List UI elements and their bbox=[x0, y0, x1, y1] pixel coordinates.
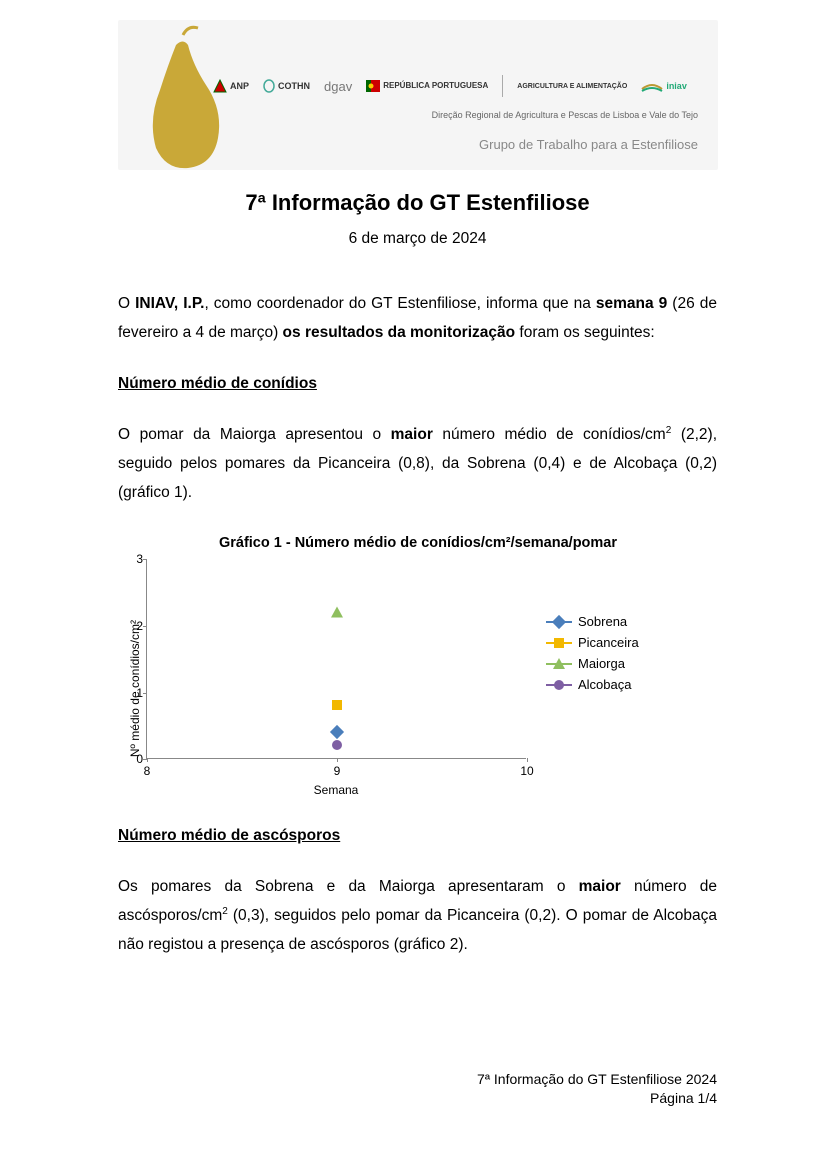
page-date: 6 de março de 2024 bbox=[118, 230, 717, 248]
logo-agri: AGRICULTURA E ALIMENTAÇÃO bbox=[517, 83, 627, 90]
chart1-ytick: 3 bbox=[125, 552, 143, 566]
intro-paragraph: O INIAV, I.P., como coordenador do GT Es… bbox=[118, 290, 717, 347]
page-title: 7ª Informação do GT Estenfiliose bbox=[118, 190, 717, 216]
logo-rp: REPÚBLICA PORTUGUESA bbox=[366, 80, 488, 92]
chart1-title: Gráfico 1 - Número médio de conídios/cm²… bbox=[128, 535, 708, 551]
section1-heading: Número médio de conídios bbox=[118, 375, 717, 393]
logo-iniav: iniav bbox=[641, 79, 687, 93]
logo-cothn: COTHN bbox=[263, 79, 310, 93]
chart1-point-picanceira bbox=[332, 700, 342, 710]
legend-item-maiorga: Maiorga bbox=[546, 656, 639, 671]
chart1-point-alcobaça bbox=[332, 740, 342, 750]
section1-paragraph: O pomar da Maiorga apresentou o maior nú… bbox=[118, 421, 717, 507]
logo-anp: ANP bbox=[213, 79, 249, 93]
footer-line1: 7ª Informação do GT Estenfiliose 2024 bbox=[477, 1070, 717, 1090]
chart1-ytick: 1 bbox=[125, 686, 143, 700]
chart1-xtick: 8 bbox=[144, 764, 151, 778]
chart1-point-maiorga bbox=[331, 606, 343, 617]
legend-item-alcobaça: Alcobaça bbox=[546, 677, 639, 692]
chart1: Gráfico 1 - Número médio de conídios/cm²… bbox=[128, 535, 708, 797]
chart1-point-sobrena bbox=[330, 725, 344, 739]
chart1-plot: 01238910 bbox=[146, 559, 526, 759]
section2-heading: Número médio de ascósporos bbox=[118, 827, 717, 845]
chart1-ytick: 2 bbox=[125, 619, 143, 633]
chart1-xlabel: Semana bbox=[146, 783, 526, 797]
legend-item-picanceira: Picanceira bbox=[546, 635, 639, 650]
chart1-xtick: 9 bbox=[334, 764, 341, 778]
logos-row: ANP COTHN dgav REPÚBLICA PORTUGUESA AGRI… bbox=[213, 75, 687, 97]
footer-line2: Página 1/4 bbox=[477, 1089, 717, 1109]
banner-subline: Direção Regional de Agricultura e Pescas… bbox=[432, 110, 698, 120]
chart1-ytick: 0 bbox=[125, 752, 143, 766]
logo-dgav: dgav bbox=[324, 79, 352, 94]
page-footer: 7ª Informação do GT Estenfiliose 2024 Pá… bbox=[477, 1070, 717, 1109]
header-banner: ANP COTHN dgav REPÚBLICA PORTUGUESA AGRI… bbox=[118, 20, 718, 170]
section2-paragraph: Os pomares da Sobrena e da Maiorga apres… bbox=[118, 873, 717, 959]
legend-item-sobrena: Sobrena bbox=[546, 614, 639, 629]
chart1-xtick: 10 bbox=[520, 764, 533, 778]
banner-group-label: Grupo de Trabalho para a Estenfiliose bbox=[479, 137, 698, 152]
chart1-legend: Sobrena Picanceira Maiorga Alcobaça bbox=[546, 614, 639, 698]
